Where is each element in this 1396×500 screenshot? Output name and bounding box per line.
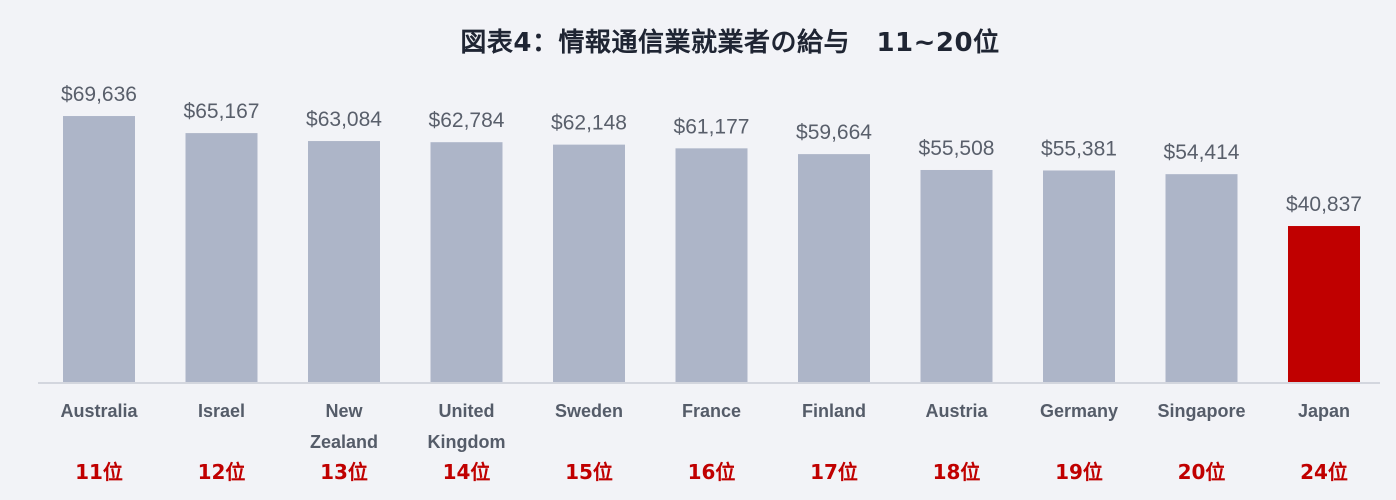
value-label-5: $61,177 (674, 115, 750, 138)
rank-label-4: 15位 (565, 460, 613, 484)
value-label-1: $65,167 (184, 100, 260, 123)
bar-10 (1288, 226, 1360, 382)
category-label-2-line-1: Zealand (310, 432, 378, 452)
bar-0 (63, 116, 135, 382)
rank-label-10: 24位 (1300, 460, 1348, 484)
bar-4 (553, 144, 625, 382)
category-label-10: Japan (1298, 401, 1350, 421)
bar-3 (430, 142, 503, 382)
category-label-1: Israel (198, 401, 245, 421)
value-label-6: $59,664 (796, 121, 872, 144)
value-label-9: $54,414 (1164, 141, 1240, 164)
value-label-8: $55,381 (1041, 137, 1117, 160)
rank-label-3: 14位 (443, 460, 491, 484)
bar-1 (185, 133, 258, 382)
value-label-3: $62,784 (429, 109, 505, 132)
rank-label-0: 11位 (75, 460, 123, 484)
value-label-2: $63,084 (306, 108, 382, 131)
rank-label-5: 16位 (688, 460, 736, 484)
category-label-9: Singapore (1157, 401, 1245, 421)
value-label-7: $55,508 (919, 137, 995, 160)
rank-label-7: 18位 (933, 460, 981, 484)
category-label-8: Germany (1040, 401, 1118, 421)
category-label-4: Sweden (555, 401, 623, 421)
category-label-0: Australia (60, 401, 138, 421)
rank-label-2: 13位 (320, 460, 368, 484)
category-label-7: Austria (925, 401, 988, 421)
chart-title: 図表4：情報通信業就業者の給与 11~20位 (460, 28, 1000, 58)
rank-label-1: 12位 (198, 460, 246, 484)
category-label-3-line-1: Kingdom (428, 432, 506, 452)
bar-9 (1165, 174, 1238, 382)
category-label-3-line-0: United (439, 401, 495, 421)
category-label-6: Finland (802, 401, 866, 421)
bar-6 (798, 154, 870, 382)
bar-7 (920, 169, 993, 382)
bar-8 (1043, 170, 1115, 382)
rank-label-6: 17位 (810, 460, 858, 484)
rank-label-8: 19位 (1055, 460, 1103, 484)
rank-label-9: 20位 (1178, 460, 1226, 484)
value-label-4: $62,148 (551, 112, 627, 135)
category-label-2-line-0: New (325, 401, 363, 421)
value-label-10: $40,837 (1286, 193, 1362, 216)
bar-2 (308, 141, 380, 382)
category-label-5: France (682, 401, 741, 421)
value-label-0: $69,636 (61, 83, 137, 106)
bar-5 (675, 148, 748, 382)
